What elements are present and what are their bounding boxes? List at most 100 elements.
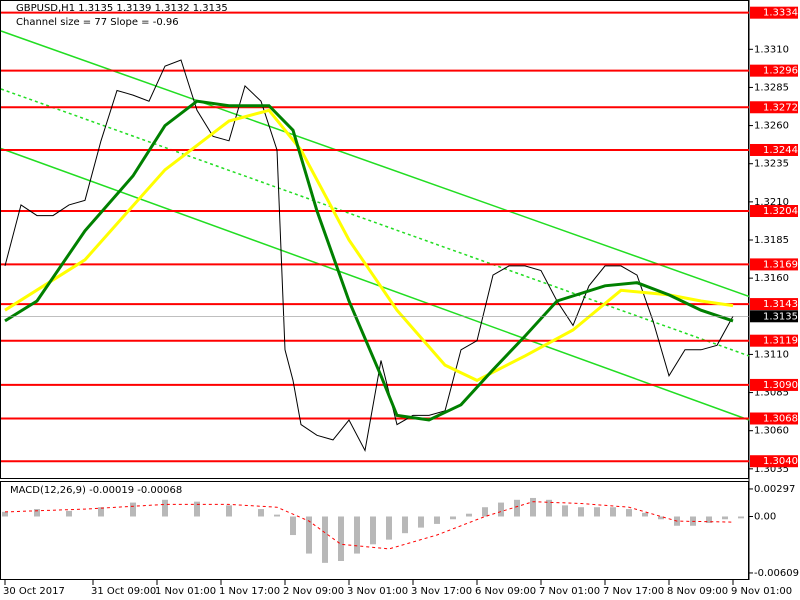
level-box	[750, 334, 798, 347]
x-tick-label: 7 Nov 17:00	[603, 586, 664, 597]
plot: 1.3310 1.3285 1.3260 1.3235 1.3210 1.3185 1.31…	[0, 6, 799, 597]
histogram-bar	[370, 516, 376, 545]
x-tick-label: 8 Nov 09:00	[667, 586, 728, 597]
level-box	[750, 412, 798, 425]
histogram-bar	[706, 516, 712, 523]
histogram-bar	[610, 507, 616, 517]
histogram-bar	[482, 507, 488, 517]
y-tick-label: 1.3235	[754, 159, 789, 170]
histogram-bar	[450, 516, 456, 520]
y-tick-label: 1.3035	[754, 464, 789, 475]
price-panel	[0, 0, 749, 479]
level-box	[750, 205, 798, 218]
current-price-box	[750, 310, 798, 323]
histogram-bar	[274, 514, 280, 517]
histogram-bar	[530, 497, 536, 517]
histogram-bar	[130, 502, 136, 517]
level-label: 1.3334	[763, 8, 798, 19]
level-label: 1.3272	[763, 102, 798, 113]
x-tick-label: 30 Oct 2017	[3, 586, 65, 597]
histogram-bar	[594, 507, 600, 517]
histogram-bar	[306, 516, 312, 554]
line-series	[4, 99, 734, 422]
y-tick-label: 1.3160	[754, 273, 789, 284]
level-label: 1.3068	[763, 414, 798, 425]
histogram-bar	[386, 516, 392, 540]
level-label: 1.3244	[763, 145, 798, 156]
y-tick-label: 0.00297	[754, 484, 795, 495]
y-tick-label: 0.00	[754, 511, 776, 522]
histogram-bar	[162, 499, 168, 517]
x-tick-label: 31 Oct 09:00	[91, 586, 156, 597]
histogram-bar	[514, 499, 520, 517]
histogram-bar	[658, 516, 664, 520]
level-box	[750, 143, 798, 156]
histogram-bar	[2, 511, 8, 517]
histogram-bar	[402, 516, 408, 534]
current-price-label: 1.3135	[763, 311, 798, 322]
histogram-bar	[290, 516, 296, 536]
y-tick-label: 1.3185	[754, 235, 789, 246]
level-box	[750, 64, 798, 77]
level-label: 1.3204	[763, 206, 798, 217]
level-label: 1.3143	[763, 299, 798, 310]
level-label: 1.3119	[763, 336, 798, 347]
histogram-bar	[722, 516, 728, 520]
histogram-bar	[226, 505, 232, 517]
histogram-bar	[66, 510, 72, 517]
line-series	[0, 30, 750, 298]
level-label: 1.3296	[763, 66, 798, 77]
y-tick-label: 1.3060	[754, 426, 789, 437]
y-tick-label: 1.3285	[754, 82, 789, 93]
x-tick-label: 7 Nov 01:00	[539, 586, 600, 597]
x-tick-label: 6 Nov 09:00	[475, 586, 536, 597]
line-series	[0, 147, 750, 421]
histogram-bar	[562, 505, 568, 517]
histogram-bar	[338, 516, 344, 561]
y-tick-label: 1.3210	[754, 197, 789, 208]
y-tick-label: 1.3085	[754, 388, 789, 399]
histogram-bar	[738, 516, 744, 519]
level-label: 1.3169	[763, 259, 798, 270]
y-tick-label: -0.00609	[754, 568, 799, 579]
level-box	[750, 378, 798, 391]
x-tick-label: 3 Nov 01:00	[347, 586, 408, 597]
level-label: 1.3040	[763, 456, 798, 467]
line-series	[4, 108, 734, 383]
x-tick-label: 2 Nov 09:00	[283, 586, 344, 597]
histogram-bar	[194, 501, 200, 517]
histogram-bar	[258, 509, 264, 517]
histogram-bar	[466, 513, 472, 517]
histogram-bar	[546, 499, 552, 517]
histogram-bar	[498, 502, 504, 517]
y-tick-label: 1.3110	[754, 349, 789, 360]
x-tick-label: 1 Nov 01:00	[155, 586, 216, 597]
histogram-bar	[626, 509, 632, 517]
level-box	[750, 6, 798, 19]
chart-subtitle: Channel size = 77 Slope = -0.96	[16, 17, 179, 28]
y-tick-label: 1.3310	[754, 44, 789, 55]
histogram-bar	[578, 507, 584, 517]
chart-title: GBPUSD,H1 1.3135 1.3139 1.3132 1.3135	[16, 3, 228, 14]
macd-title: MACD(12,26,9) -0.00019 -0.00068	[10, 485, 182, 496]
level-box	[750, 101, 798, 114]
histogram-bar	[354, 516, 360, 554]
histogram-bar	[418, 516, 424, 528]
histogram-bar	[98, 507, 104, 517]
level-label: 1.3090	[763, 380, 798, 391]
x-tick-label: 1 Nov 17:00	[219, 586, 280, 597]
histogram-bar	[34, 509, 40, 517]
histogram-bar	[322, 516, 328, 563]
histogram-bar	[434, 516, 440, 524]
level-box	[750, 455, 798, 468]
x-tick-label: 9 Nov 01:00	[731, 586, 792, 597]
line-series	[4, 501, 734, 550]
histogram-bar	[642, 512, 648, 517]
level-box	[750, 298, 798, 311]
x-tick-label: 3 Nov 17:00	[411, 586, 472, 597]
line-series	[0, 88, 750, 357]
line-series	[4, 59, 734, 453]
level-box	[750, 258, 798, 271]
y-tick-label: 1.3260	[754, 121, 789, 132]
